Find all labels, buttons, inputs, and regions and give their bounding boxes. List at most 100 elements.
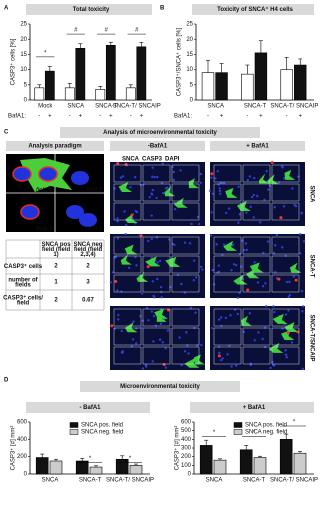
dapi-nucleus bbox=[210, 234, 213, 237]
panel-letter: B bbox=[160, 6, 165, 12]
y-tick-label: 0 bbox=[190, 98, 194, 104]
table-cell: 2 bbox=[86, 264, 90, 270]
casp3-cell bbox=[139, 234, 143, 238]
dapi-nucleus bbox=[131, 338, 135, 341]
dapi-nucleus bbox=[134, 255, 137, 259]
dapi-nucleus bbox=[301, 305, 305, 308]
analysis-field bbox=[242, 236, 271, 255]
field-label: field 4 bbox=[86, 227, 103, 233]
casp3-cell bbox=[270, 160, 274, 164]
dapi-nucleus bbox=[147, 239, 150, 243]
field-label: field 3 bbox=[36, 227, 53, 233]
bar bbox=[35, 457, 49, 475]
dapi-nucleus bbox=[161, 341, 165, 344]
analysis-field bbox=[113, 183, 142, 202]
row-label: BafA1: bbox=[8, 114, 26, 120]
significance: * bbox=[44, 50, 47, 56]
y-tick-label: 600 bbox=[181, 420, 192, 426]
casp3-cell bbox=[286, 331, 290, 335]
dapi-nucleus bbox=[198, 222, 201, 226]
analysis-field bbox=[213, 202, 242, 221]
bar bbox=[293, 452, 307, 475]
bar bbox=[125, 87, 136, 101]
stain-label: SNCA bbox=[122, 157, 140, 163]
analysis-field bbox=[271, 327, 300, 346]
analysis-field bbox=[142, 327, 171, 346]
panel-letter: C bbox=[4, 130, 9, 136]
y-tick-label: 20 bbox=[20, 37, 27, 43]
significance: * bbox=[89, 456, 92, 462]
dapi-nucleus bbox=[246, 178, 249, 182]
dapi-nucleus bbox=[116, 220, 119, 223]
snca-cell bbox=[156, 311, 167, 322]
analysis-field bbox=[242, 308, 271, 327]
dapi-nucleus bbox=[140, 292, 144, 295]
dapi-nucleus bbox=[252, 193, 255, 197]
analysis-field bbox=[171, 274, 200, 293]
dapi-nucleus bbox=[294, 205, 298, 208]
y-axis-label: CASP3⁺ cells [%] bbox=[10, 38, 17, 85]
dapi-nucleus bbox=[253, 339, 256, 342]
micrograph bbox=[110, 162, 205, 226]
dapi-nucleus bbox=[236, 296, 240, 300]
dapi-nucleus bbox=[257, 331, 260, 334]
analysis-field bbox=[171, 255, 200, 274]
dapi-nucleus bbox=[190, 222, 193, 226]
dapi-nucleus bbox=[218, 192, 222, 195]
nucleus bbox=[12, 166, 32, 182]
analysis-field bbox=[271, 274, 300, 293]
snca-cell bbox=[120, 254, 132, 265]
dapi-nucleus bbox=[192, 278, 196, 282]
dapi-nucleus bbox=[291, 187, 294, 190]
dapi-nucleus bbox=[154, 324, 158, 327]
analysis-field bbox=[242, 164, 271, 183]
analysis-field bbox=[142, 183, 171, 202]
dapi-nucleus bbox=[266, 240, 270, 243]
y-tick-label: 10 bbox=[186, 67, 193, 73]
dapi-nucleus bbox=[187, 352, 190, 355]
dapi-nucleus bbox=[287, 309, 290, 312]
x-tick-label: SNCA bbox=[42, 478, 59, 484]
dapi-nucleus bbox=[252, 216, 255, 219]
dapi-nucleus bbox=[285, 280, 289, 284]
dapi-nucleus bbox=[192, 259, 196, 262]
analysis-field bbox=[171, 346, 200, 365]
analysis-field bbox=[113, 236, 142, 255]
table-row-label: number of fields bbox=[8, 277, 38, 288]
dapi-nucleus bbox=[302, 240, 306, 243]
dapi-nucleus bbox=[262, 251, 265, 255]
y-tick-label: 15 bbox=[186, 52, 193, 58]
bar bbox=[215, 72, 228, 101]
column-header-box bbox=[210, 141, 305, 151]
dapi-nucleus bbox=[219, 316, 223, 319]
dapi-nucleus bbox=[135, 327, 138, 330]
title-box bbox=[26, 4, 152, 15]
row-label: SNCA-T bbox=[308, 255, 314, 278]
dapi-nucleus bbox=[153, 296, 156, 299]
dapi-nucleus bbox=[132, 320, 135, 323]
analysis-field bbox=[142, 164, 171, 183]
snca-cell bbox=[259, 173, 270, 184]
significance: * bbox=[129, 456, 132, 462]
snca-cell bbox=[268, 342, 284, 353]
dapi-nucleus bbox=[120, 290, 123, 293]
dapi-nucleus bbox=[188, 242, 192, 245]
dapi-nucleus bbox=[264, 282, 267, 285]
dapi-nucleus bbox=[290, 341, 294, 344]
dapi-nucleus bbox=[172, 170, 176, 174]
bar bbox=[75, 460, 89, 475]
dapi-nucleus bbox=[121, 175, 125, 178]
dapi-nucleus bbox=[155, 196, 158, 200]
dapi-nucleus bbox=[214, 177, 217, 180]
chart-title: + BafA1 bbox=[243, 405, 266, 411]
snca-cell bbox=[272, 313, 288, 324]
dapi-nucleus bbox=[124, 223, 128, 227]
dapi-nucleus bbox=[183, 241, 187, 244]
dapi-nucleus bbox=[281, 246, 284, 249]
dapi-nucleus bbox=[133, 175, 137, 179]
dapi-nucleus bbox=[237, 221, 240, 224]
y-tick-label: 200 bbox=[17, 454, 28, 460]
analysis-field bbox=[213, 183, 242, 202]
